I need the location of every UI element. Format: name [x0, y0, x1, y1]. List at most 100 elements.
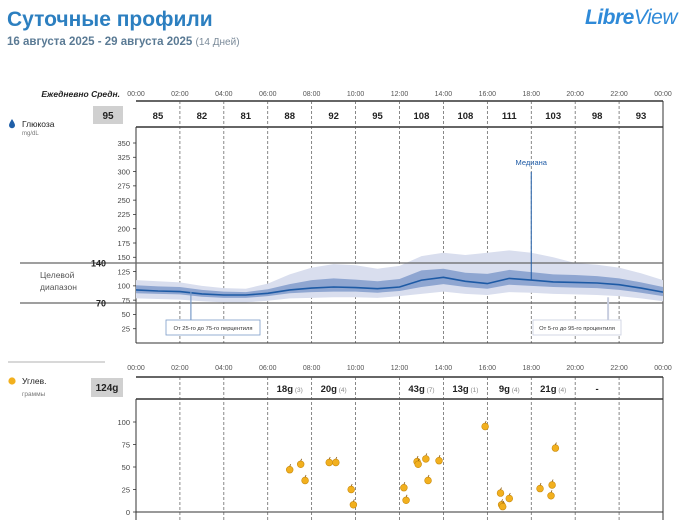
- carbs-time-label: 14:00: [435, 365, 453, 372]
- carbs-total-box: [91, 378, 123, 397]
- carbs-time-label: 02:00: [171, 365, 189, 372]
- glucose-unit: mg/dL: [22, 131, 39, 137]
- carbs-y-tick-label: 50: [122, 463, 130, 472]
- carb-bin-total: 18g (3): [277, 384, 303, 395]
- carbs-unit: граммы: [22, 391, 46, 398]
- legend-5-95-box: [532, 319, 622, 336]
- hourly-average-value: 82: [197, 111, 208, 122]
- carb-point-stem: [500, 487, 502, 490]
- glucose-y-tick-label: 350: [117, 139, 130, 148]
- hourly-average-value: 103: [545, 111, 561, 122]
- carb-point-stem: [350, 483, 353, 487]
- glucose-y-tick-label: 175: [117, 239, 130, 248]
- carb-bin-value: 13g: [452, 384, 469, 395]
- carb-point-stem: [416, 455, 419, 459]
- logo-light: View: [633, 6, 678, 29]
- chart-dynamic-layer: 85 82 81 88 92 95 108 108 111 103 98 93 25 50 75 100 125…: [20, 91, 672, 520]
- hourly-average-value: 108: [457, 111, 473, 122]
- carb-point-stem: [501, 499, 503, 502]
- carbs-time-label: 12:00: [391, 365, 409, 372]
- carb-point: [347, 485, 355, 494]
- carbs-y-tick-label: 25: [122, 485, 130, 494]
- glucose-y-tick-label: 75: [122, 296, 130, 305]
- carb-bin-count: (1): [469, 387, 479, 394]
- glucose-time-label: 00:00: [127, 91, 145, 98]
- carb-point: [400, 484, 408, 492]
- carb-bin-value: 21g: [540, 384, 557, 395]
- glucose-y-tick-label: 25: [122, 325, 130, 334]
- carb-point-stem: [328, 456, 331, 460]
- median-line: [135, 276, 664, 296]
- glucose-time-label: 10:00: [347, 91, 365, 98]
- glucose-y-tick-label: 325: [117, 153, 130, 162]
- carb-point-stem: [551, 479, 554, 482]
- hourly-average-value: 85: [153, 111, 164, 122]
- glucose-y-tick-label: 225: [117, 210, 130, 219]
- carb-point-stem: [289, 464, 292, 467]
- carbs-y-tick-label: 75: [122, 440, 130, 449]
- target-range-label-2: диапазон: [40, 282, 77, 292]
- glucose-time-label: 16:00: [479, 91, 497, 98]
- carb-bin-count: (4): [557, 387, 567, 394]
- carb-point-stem: [403, 482, 406, 485]
- page-title: Суточные профили: [7, 8, 213, 31]
- carb-point-stem: [417, 458, 420, 462]
- glucose-time-label: 20:00: [566, 91, 584, 98]
- hourly-average-value: 111: [502, 111, 518, 122]
- carb-point-stem: [405, 494, 408, 498]
- carb-point-stem: [335, 456, 338, 460]
- legend-5-95-text: От 5-го до 95-го процентиля: [539, 326, 615, 332]
- libreview-logo: LibreView: [585, 6, 677, 30]
- carb-point-stem: [438, 455, 441, 458]
- carb-point: [301, 476, 309, 485]
- hourly-average-value: 92: [328, 111, 339, 122]
- carbs-time-label: 20:00: [566, 365, 584, 372]
- carb-point: [499, 502, 507, 511]
- carb-point: [296, 460, 305, 468]
- glucose-y-tick-label: 300: [117, 167, 130, 176]
- glucose-label: Глюкоза: [22, 119, 55, 129]
- hourly-average-value: 81: [241, 111, 252, 122]
- carb-point: [496, 489, 505, 497]
- hourly-average-value: 93: [636, 111, 647, 122]
- carb-point: [505, 494, 513, 503]
- carbs-apple-icon: [8, 377, 16, 385]
- carb-bin-value: 9g: [499, 384, 510, 395]
- target-low-value: 70: [96, 299, 106, 309]
- carb-point-stem: [353, 499, 355, 502]
- carb-bin-total: 13g (1): [452, 384, 478, 395]
- glucose-y-tick-label: 250: [117, 196, 130, 205]
- hourly-average-value: 95: [372, 111, 383, 122]
- carb-point-stem: [508, 492, 511, 496]
- carb-point: [435, 457, 443, 465]
- carbs-label: Углев.: [22, 376, 47, 386]
- carb-bin-total: 9g (4): [499, 384, 520, 395]
- hourly-average-value: 108: [414, 111, 430, 122]
- carb-bin-total: -: [596, 384, 599, 395]
- glucose-time-label: 00:00: [654, 91, 672, 98]
- daily-average-label: Ежедневно Средн.: [41, 89, 120, 99]
- carb-point-stem: [425, 453, 428, 456]
- carb-point: [551, 444, 560, 452]
- date-range-text: 16 августа 2025 - 29 августа 2025: [7, 36, 193, 48]
- carb-point: [536, 484, 544, 493]
- carb-point-stem: [502, 500, 505, 504]
- carb-point: [548, 481, 556, 489]
- carbs-time-label: 04:00: [215, 365, 233, 372]
- target-high-value: 140: [91, 259, 106, 269]
- carb-point: [349, 501, 358, 509]
- carb-bin-value: 20g: [321, 384, 338, 395]
- carb-point-stem: [300, 458, 303, 462]
- glucose-time-label: 08:00: [303, 91, 321, 98]
- glucose-y-tick-label: 50: [122, 310, 130, 319]
- carb-bin-value: 43g: [408, 384, 425, 395]
- overall-avg-box: [93, 106, 123, 124]
- carb-point: [547, 492, 555, 500]
- carbs-time-label: 00:00: [654, 365, 672, 372]
- carbs-time-label: 18:00: [522, 365, 540, 372]
- carbs-time-label: 16:00: [479, 365, 497, 372]
- carb-point: [424, 476, 432, 485]
- carb-bin-count: (4): [337, 387, 347, 394]
- glucose-time-label: 12:00: [391, 91, 409, 98]
